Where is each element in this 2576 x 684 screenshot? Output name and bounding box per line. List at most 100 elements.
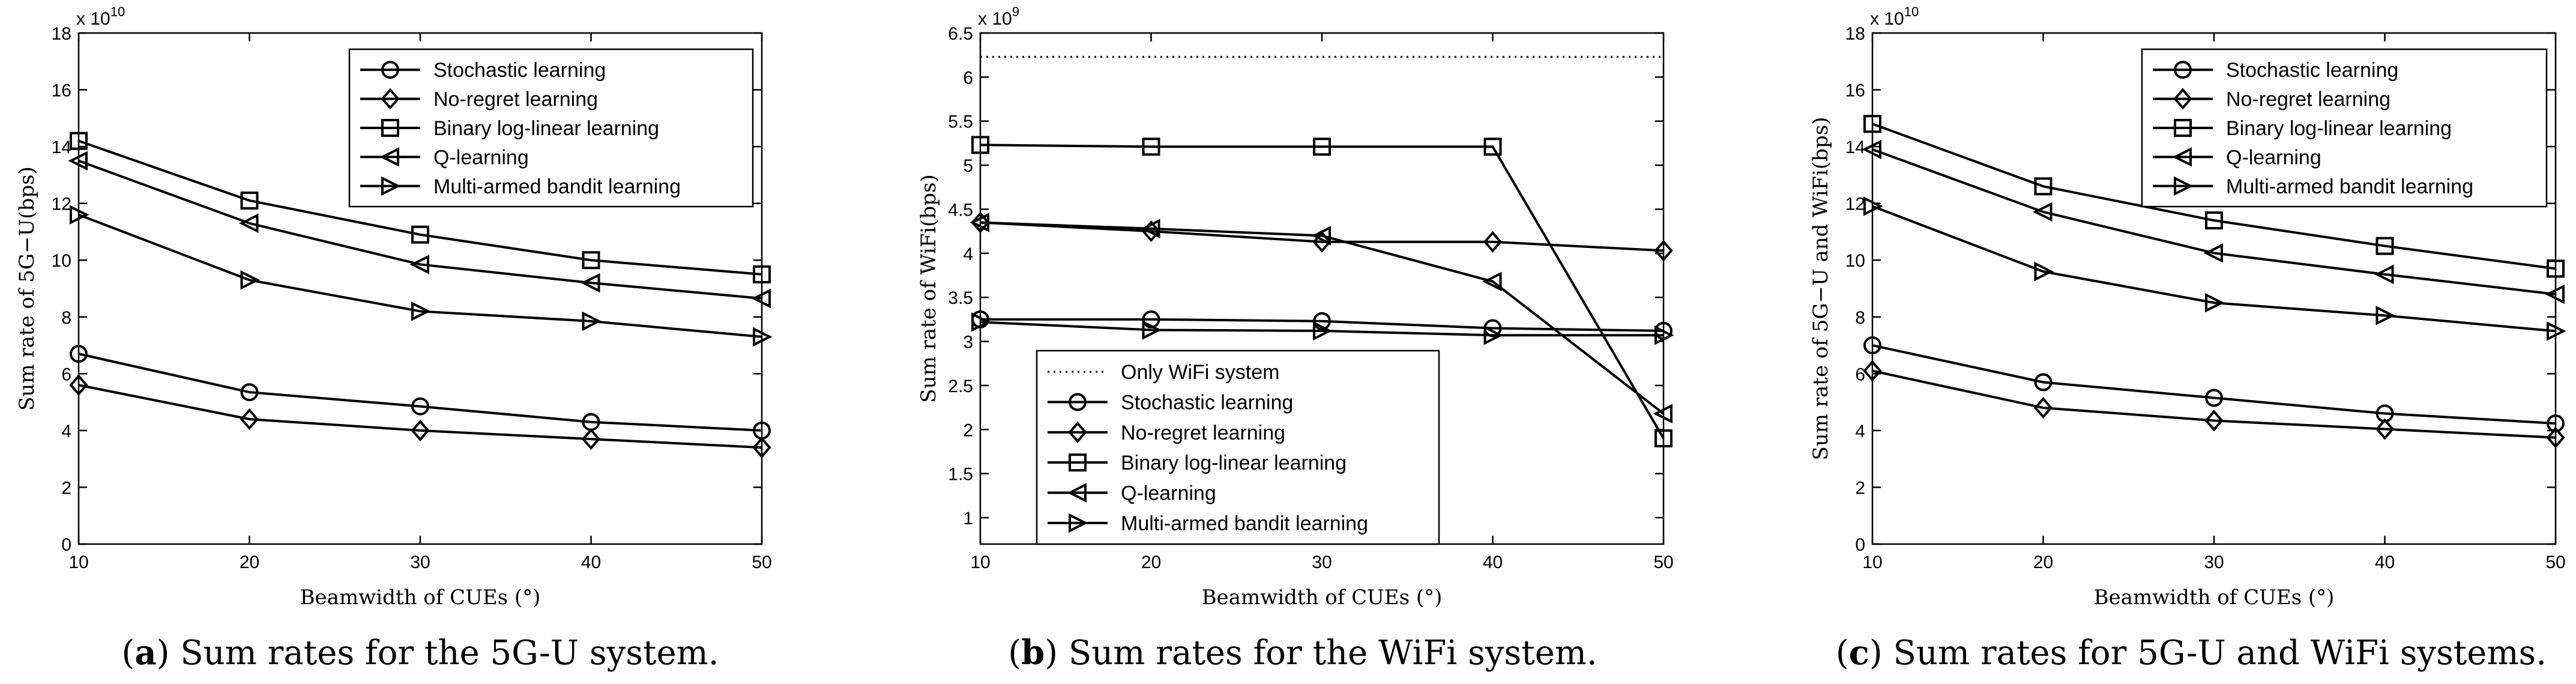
- data-point-triangle-left: [68, 151, 88, 171]
- data-point-triangle-left: [2545, 284, 2565, 304]
- data-point-triangle-right: [1863, 196, 1883, 216]
- y-tick-label: 1: [963, 509, 973, 528]
- legend-marker-triangle-left: [1067, 483, 1087, 503]
- caption-paren-open: (: [1836, 634, 1849, 673]
- data-point-square: [2205, 211, 2223, 230]
- x-tick-label: 30: [2204, 552, 2224, 572]
- y-axis-title: Sum rate of WiFi(bps): [917, 174, 941, 402]
- data-point-diamond: [752, 437, 771, 459]
- legend-marker-diamond: [2173, 88, 2192, 110]
- axis-exponent-power: 10: [1904, 4, 1919, 19]
- data-point-square: [1483, 138, 1502, 156]
- y-axis-title: Sum rate of 5G−U(bps): [15, 166, 39, 411]
- x-axis-title: Beamwidth of CUEs (°): [1202, 586, 1443, 610]
- legend-marker-triangle-left: [379, 147, 399, 167]
- data-point-square: [240, 191, 259, 210]
- data-point-diamond: [2204, 410, 2224, 432]
- data-point-triangle-left: [1482, 271, 1502, 291]
- series-line-0: [1872, 344, 2556, 425]
- legend-marker-triangle-left: [2172, 147, 2192, 167]
- y-tick-label: 3: [963, 333, 973, 353]
- data-point-circle: [411, 397, 429, 416]
- y-tick-label: 10: [52, 251, 71, 271]
- axis-exponent-power: 10: [110, 4, 125, 19]
- x-tick-label: 50: [1653, 552, 1673, 572]
- y-tick-label: 16: [1845, 81, 1865, 101]
- x-tick-label: 50: [752, 552, 771, 572]
- data-point-square: [1142, 138, 1160, 156]
- legend-label: Multi-armed bandit learning: [1121, 512, 1368, 535]
- x-tick-label: 40: [581, 552, 601, 572]
- series-line-3: [1872, 148, 2556, 295]
- data-point-triangle-right: [1483, 325, 1503, 345]
- series-line-0: [78, 353, 762, 432]
- caption-label: c: [1849, 633, 1869, 673]
- caption-paren-open: (: [122, 634, 135, 673]
- data-point-triangle-right: [2375, 306, 2395, 325]
- data-point-square: [70, 132, 88, 150]
- y-tick-label: 18: [1845, 24, 1865, 44]
- legend-marker-square: [1069, 453, 1087, 472]
- data-point-square: [753, 265, 771, 283]
- legend-label: Binary log-linear learning: [1121, 452, 1347, 474]
- y-tick-label: 12: [52, 195, 71, 214]
- data-point-triangle-left: [581, 273, 600, 293]
- axis-exponent: x 109: [978, 4, 1019, 29]
- x-tick-label: 30: [410, 552, 430, 572]
- series-line-2: [1872, 123, 2556, 270]
- data-point-square: [411, 225, 429, 244]
- x-tick-label: 10: [970, 552, 990, 572]
- data-point-triangle-right: [70, 205, 89, 225]
- data-point-diamond: [971, 211, 990, 234]
- y-tick-label: 2: [1855, 478, 1865, 498]
- y-tick-label: 0: [1855, 535, 1865, 555]
- data-point-square: [971, 136, 989, 154]
- data-point-triangle-right: [1654, 325, 1674, 345]
- legend-label: Multi-armed bandit learning: [2226, 175, 2473, 198]
- data-point-diamond: [1654, 240, 1673, 262]
- y-tick-label: 8: [61, 308, 71, 328]
- data-point-triangle-right: [753, 327, 773, 347]
- panel-a: 10 20 30 40 50 0 2 4 6 8 10 12 14 16 18x 1010 Beamwidth…: [15, 4, 773, 673]
- data-point-diamond: [1312, 231, 1332, 253]
- legend-box: [1036, 350, 1440, 545]
- x-tick-label: 20: [240, 552, 259, 572]
- panel-caption: (a) Sum rates for the 5G-U system.: [122, 633, 719, 673]
- data-point-circle: [240, 383, 259, 402]
- data-point-diamond: [2375, 418, 2395, 440]
- data-point-triangle-left: [1862, 139, 1881, 160]
- data-point-diamond: [1483, 231, 1503, 253]
- caption-label: a: [134, 633, 156, 673]
- y-tick-label: 2: [61, 478, 71, 498]
- legend-label: Q-learning: [2226, 146, 2321, 169]
- data-point-triangle-right: [2547, 321, 2566, 341]
- legend-label: Binary log-linear learning: [2226, 117, 2452, 140]
- caption-text: Sum rates for the 5G-U system.: [170, 634, 719, 673]
- y-tick-label: 2.5: [948, 377, 973, 396]
- axis-exponent: x 1010: [1870, 4, 1919, 29]
- data-point-triangle-left: [2033, 202, 2053, 222]
- x-axis-title: Beamwidth of CUEs (°): [2094, 586, 2335, 610]
- data-point-square: [2547, 259, 2565, 278]
- x-tick-label: 10: [1862, 552, 1882, 572]
- legend-marker-diamond: [381, 88, 400, 110]
- data-point-circle: [2034, 373, 2053, 392]
- y-tick-label: 5.5: [948, 112, 973, 132]
- y-tick-label: 6: [61, 365, 71, 384]
- data-point-triangle-left: [239, 213, 259, 233]
- caption-paren-open: (: [1008, 634, 1021, 673]
- y-tick-label: 5: [963, 156, 973, 176]
- y-axis-title: Sum rate of 5G−U and WiFi(bps): [1809, 117, 1833, 461]
- data-point-triangle-right: [2034, 261, 2054, 282]
- legend-label: No-regret learning: [1121, 422, 1285, 444]
- data-point-triangle-right: [1142, 320, 1162, 340]
- data-point-square: [2375, 237, 2394, 255]
- legend-label: Stochastic learning: [1121, 392, 1293, 414]
- caption-paren-close: ): [1045, 634, 1058, 673]
- data-point-square: [2034, 177, 2053, 196]
- panel-b: 10 20 30 40 50 1 1.5 2 2.5 3 3.5 4 4.5 5 5.5 6 6.5x 109 B…: [917, 4, 1674, 673]
- data-point-diamond: [2033, 397, 2053, 419]
- data-point-triangle-left: [409, 255, 429, 274]
- series-line-1: [980, 318, 1664, 332]
